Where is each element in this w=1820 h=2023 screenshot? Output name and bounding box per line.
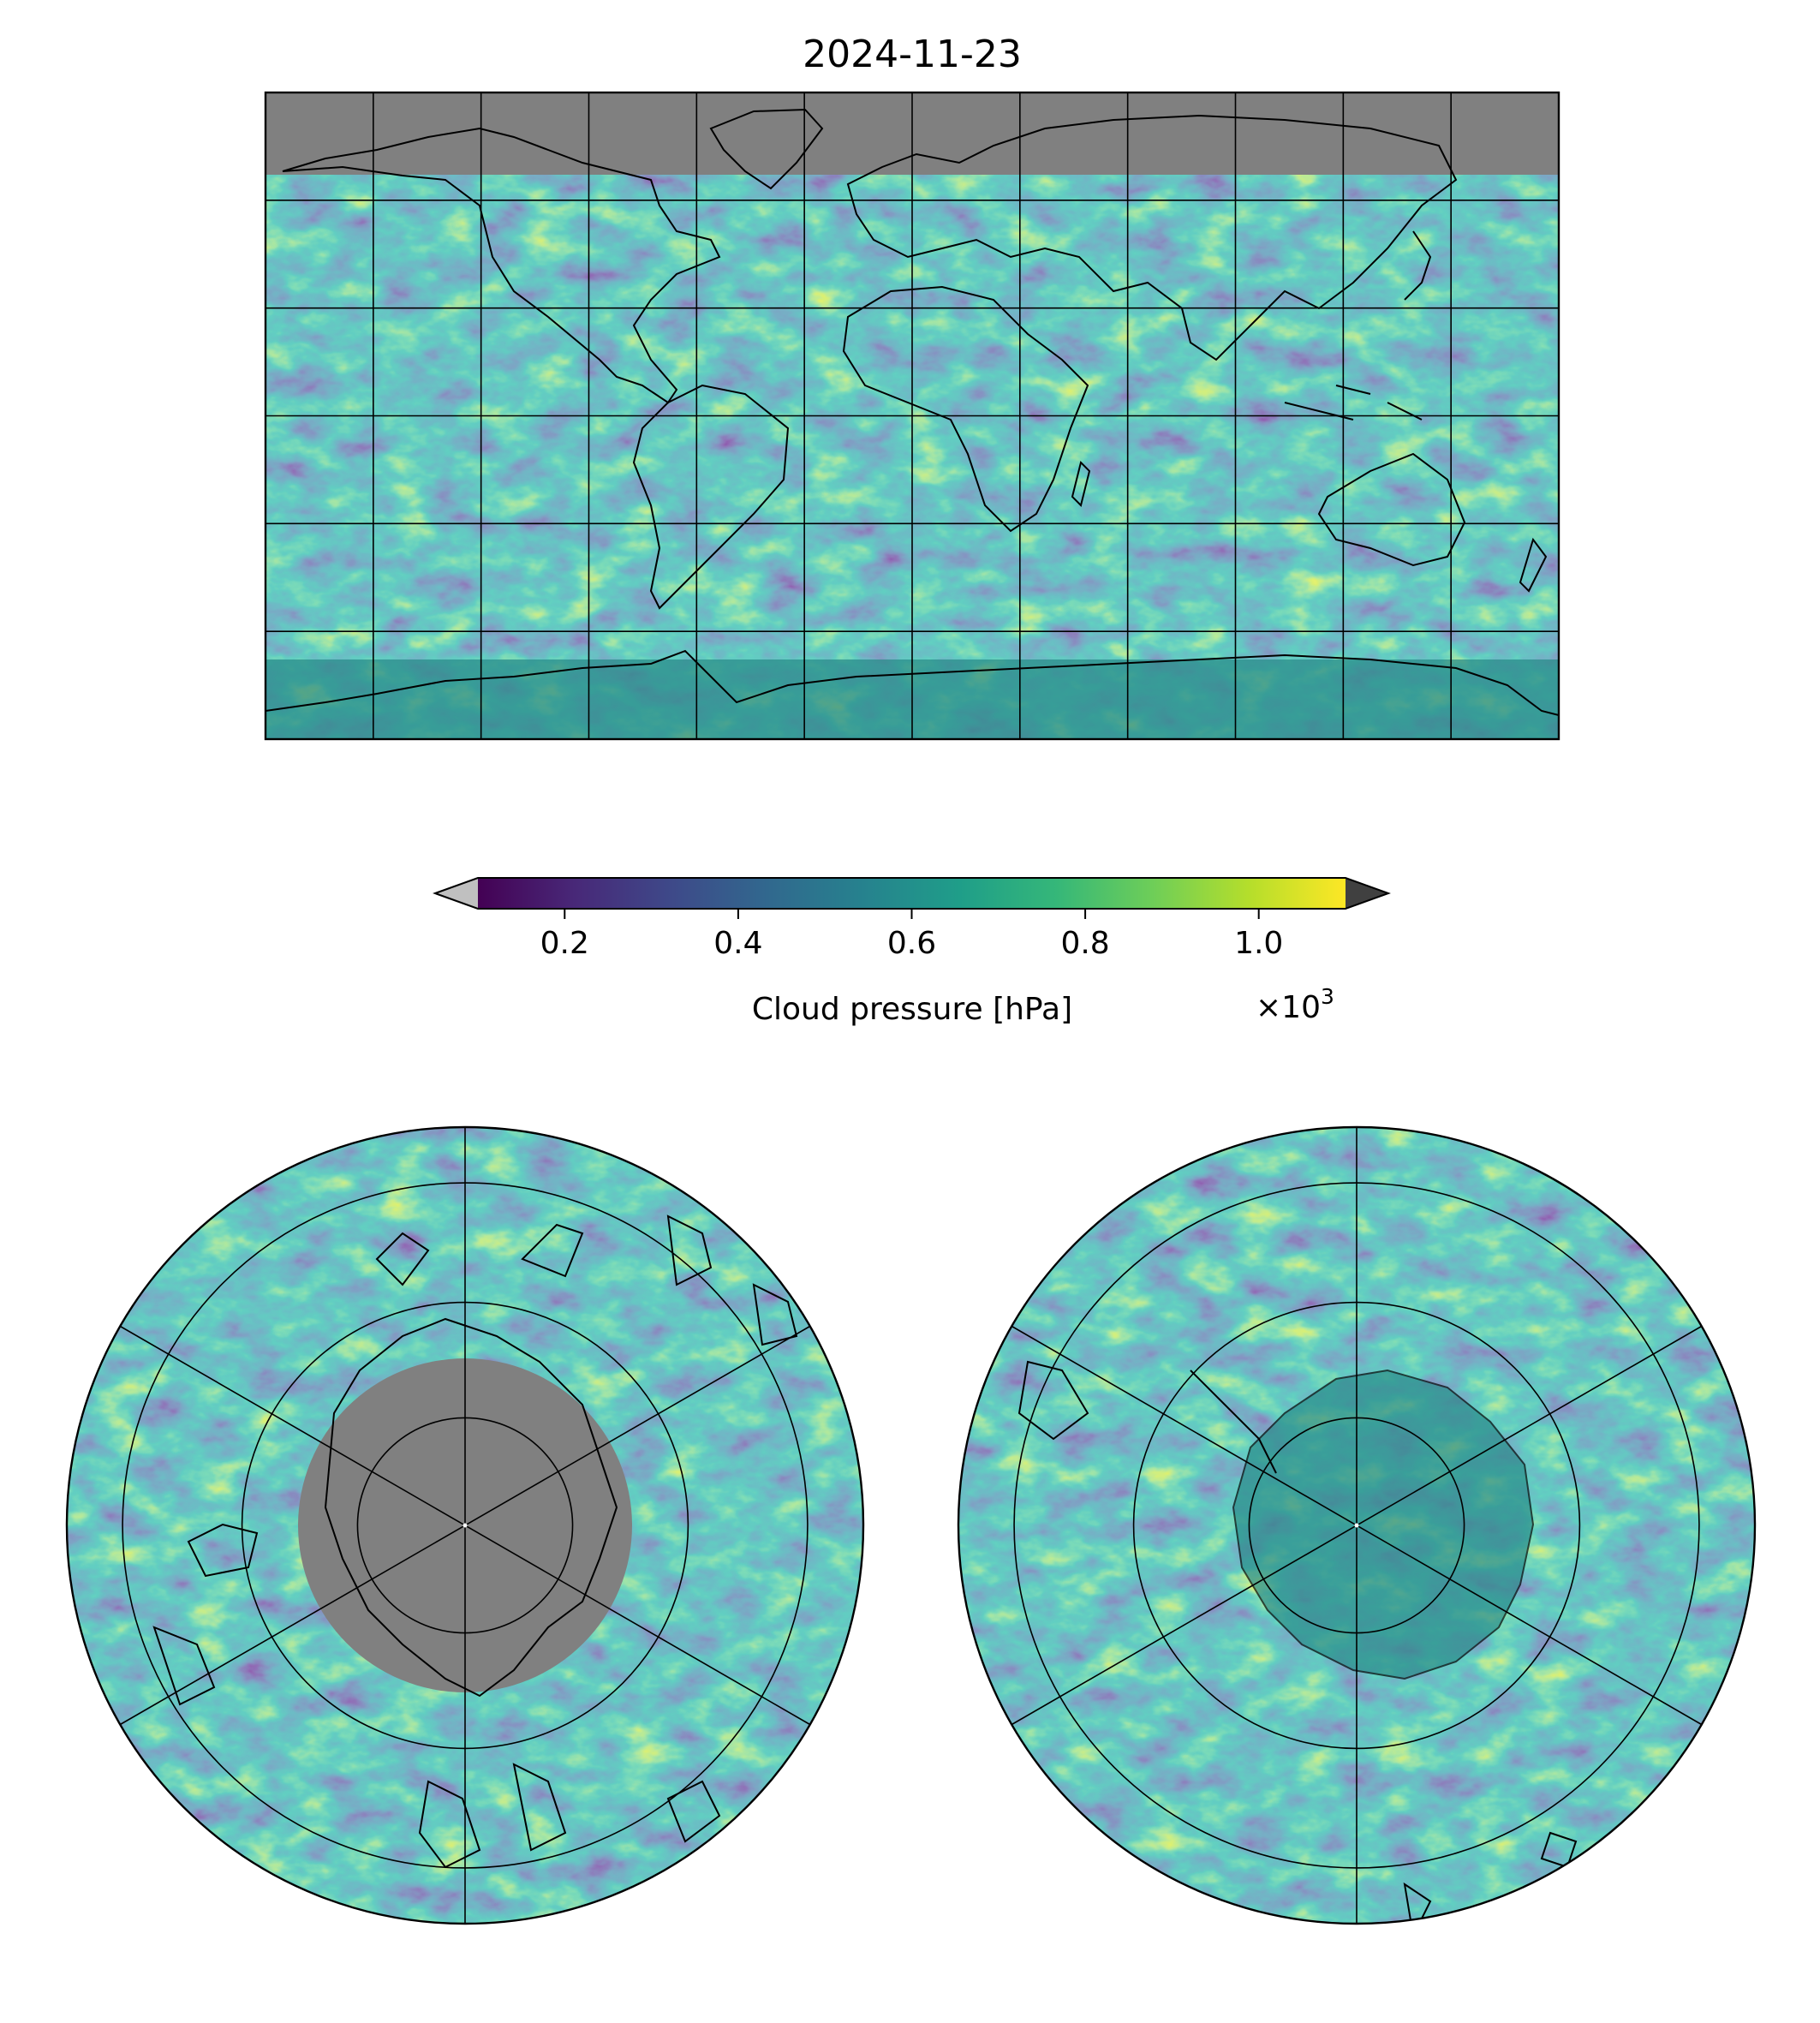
- colorbar-ticks: 0.2 0.4 0.6 0.8 1.0: [540, 909, 1283, 961]
- colorbar-gradient: [478, 878, 1346, 909]
- global-map: [264, 91, 1560, 741]
- figure-title: 2024-11-23: [803, 33, 1022, 76]
- colorbar-tick-label: 0.4: [713, 926, 762, 961]
- north-polar-map: [65, 1125, 865, 1925]
- colorbar-under-triangle: [435, 878, 478, 909]
- colorbar-over-triangle: [1346, 878, 1388, 909]
- colorbar-outline: [433, 877, 1391, 910]
- north-polar-frame: [65, 1125, 865, 1925]
- north-polar-pole-dot: [462, 1523, 468, 1528]
- global-map-coastlines: [266, 108, 1559, 716]
- colorbar-multiplier: ×103: [1256, 984, 1334, 1025]
- global-map-frame: [264, 91, 1560, 741]
- colorbar-exponent: 3: [1321, 984, 1334, 1009]
- south-polar-antarctica: [1232, 1369, 1535, 1680]
- colorbar-label: Cloud pressure [hPa]: [752, 992, 1072, 1027]
- global-map-gridlines: [266, 92, 1559, 739]
- south-polar-pole-dot: [1354, 1523, 1359, 1528]
- colorbar-tick-label: 1.0: [1234, 926, 1283, 961]
- colorbar-tick-label: 0.2: [540, 926, 589, 961]
- south-polar-frame: [957, 1125, 1757, 1925]
- colorbar-tick-label: 0.8: [1060, 926, 1109, 961]
- north-polar-coastlines: [152, 1214, 798, 1869]
- south-polar-map: [957, 1125, 1757, 1925]
- colorbar-tick-label: 0.6: [887, 926, 936, 961]
- colorbar: 0.2 0.4 0.6 0.8 1.0 Cloud pressure [hPa] ×10…: [433, 877, 1391, 1027]
